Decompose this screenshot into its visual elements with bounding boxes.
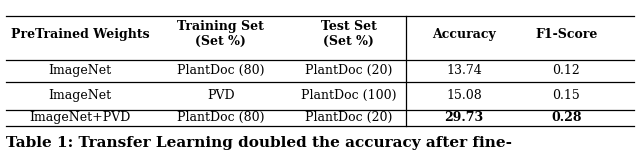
Text: PlantDoc (80): PlantDoc (80) [177, 111, 264, 124]
Text: PVD: PVD [207, 89, 235, 102]
Text: PlantDoc (20): PlantDoc (20) [305, 111, 392, 124]
Text: Test Set
(Set %): Test Set (Set %) [321, 20, 377, 48]
Text: PlantDoc (100): PlantDoc (100) [301, 89, 397, 102]
Text: Accuracy: Accuracy [432, 28, 496, 41]
Text: PlantDoc (80): PlantDoc (80) [177, 64, 264, 77]
Text: 15.08: 15.08 [446, 89, 482, 102]
Text: Table 1: Transfer Learning doubled the accuracy after fine-: Table 1: Transfer Learning doubled the a… [6, 136, 513, 150]
Text: ImageNet: ImageNet [49, 89, 111, 102]
Text: 13.74: 13.74 [446, 64, 482, 77]
Text: 0.28: 0.28 [551, 111, 582, 124]
Text: 29.73: 29.73 [444, 111, 484, 124]
Text: 0.12: 0.12 [552, 64, 580, 77]
Text: ImageNet+PVD: ImageNet+PVD [29, 111, 131, 124]
Text: PlantDoc (20): PlantDoc (20) [305, 64, 392, 77]
Text: ImageNet: ImageNet [49, 64, 111, 77]
Text: Training Set
(Set %): Training Set (Set %) [177, 20, 264, 48]
Text: 0.15: 0.15 [552, 89, 580, 102]
Text: PreTrained Weights: PreTrained Weights [11, 28, 149, 41]
Text: F1-Score: F1-Score [535, 28, 598, 41]
